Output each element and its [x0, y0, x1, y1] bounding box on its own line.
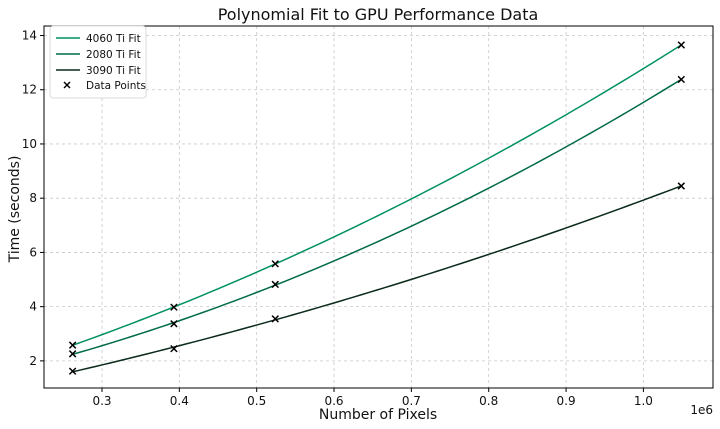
plot-frame: [43, 25, 714, 389]
x-tick-label: 0.9: [557, 394, 576, 408]
y-tick-label: 14: [22, 28, 37, 42]
x-axis-label: Number of Pixels: [319, 407, 437, 423]
legend-label-points: Data Points: [86, 80, 146, 92]
chart-title: Polynomial Fit to GPU Performance Data: [218, 5, 539, 24]
x-tick-label: 0.5: [247, 394, 266, 408]
legend-label-3090: 3090 Ti Fit: [86, 65, 141, 77]
y-tick-label: 6: [29, 245, 37, 259]
x-tick-label: 0.7: [402, 394, 421, 408]
y-axis-label: Time (seconds): [7, 156, 23, 264]
fit-line-1: [72, 78, 682, 356]
data-point: [677, 41, 686, 49]
legend-box: [49, 25, 147, 99]
data-points: [68, 41, 686, 375]
data-point: [271, 260, 279, 268]
data-point: [68, 350, 77, 358]
legend: 4060 Ti Fit 2080 Ti Fit 3090 Ti Fit Data…: [49, 25, 147, 99]
data-point: [170, 303, 178, 311]
x-tick-label: 0.4: [170, 394, 189, 408]
data-point: [68, 341, 77, 349]
legend-label-2080: 2080 Ti Fit: [86, 49, 141, 61]
legend-label-4060: 4060 Ti Fit: [86, 33, 141, 45]
data-point: [68, 367, 77, 375]
y-tick-label: 10: [22, 137, 37, 151]
y-tick-label: 8: [29, 191, 37, 205]
x-tick-label: 1.0: [634, 394, 653, 408]
x-offset-label: 1e6: [690, 403, 713, 417]
x-tick-label: 0.3: [92, 394, 111, 408]
legend-marker-points: [63, 81, 71, 89]
data-point: [271, 315, 279, 323]
fit-lines: [72, 44, 682, 373]
data-point: [271, 280, 279, 289]
fit-line-2: [72, 185, 682, 373]
x-tick-label: 0.6: [324, 394, 343, 408]
x-tick-label: 0.8: [479, 394, 498, 408]
axis-ticks: 0.3 0.4 0.5 0.6 0.7 0.8 0.9 1.0 2 4 6 8 10 12 14: [22, 28, 653, 408]
grid: [44, 26, 713, 388]
data-point: [677, 75, 686, 84]
data-point: [677, 182, 686, 190]
data-point: [170, 320, 178, 328]
y-tick-label: 12: [22, 83, 37, 97]
y-tick-label: 2: [29, 354, 37, 368]
y-tick-label: 4: [29, 300, 37, 314]
data-point: [170, 344, 178, 353]
